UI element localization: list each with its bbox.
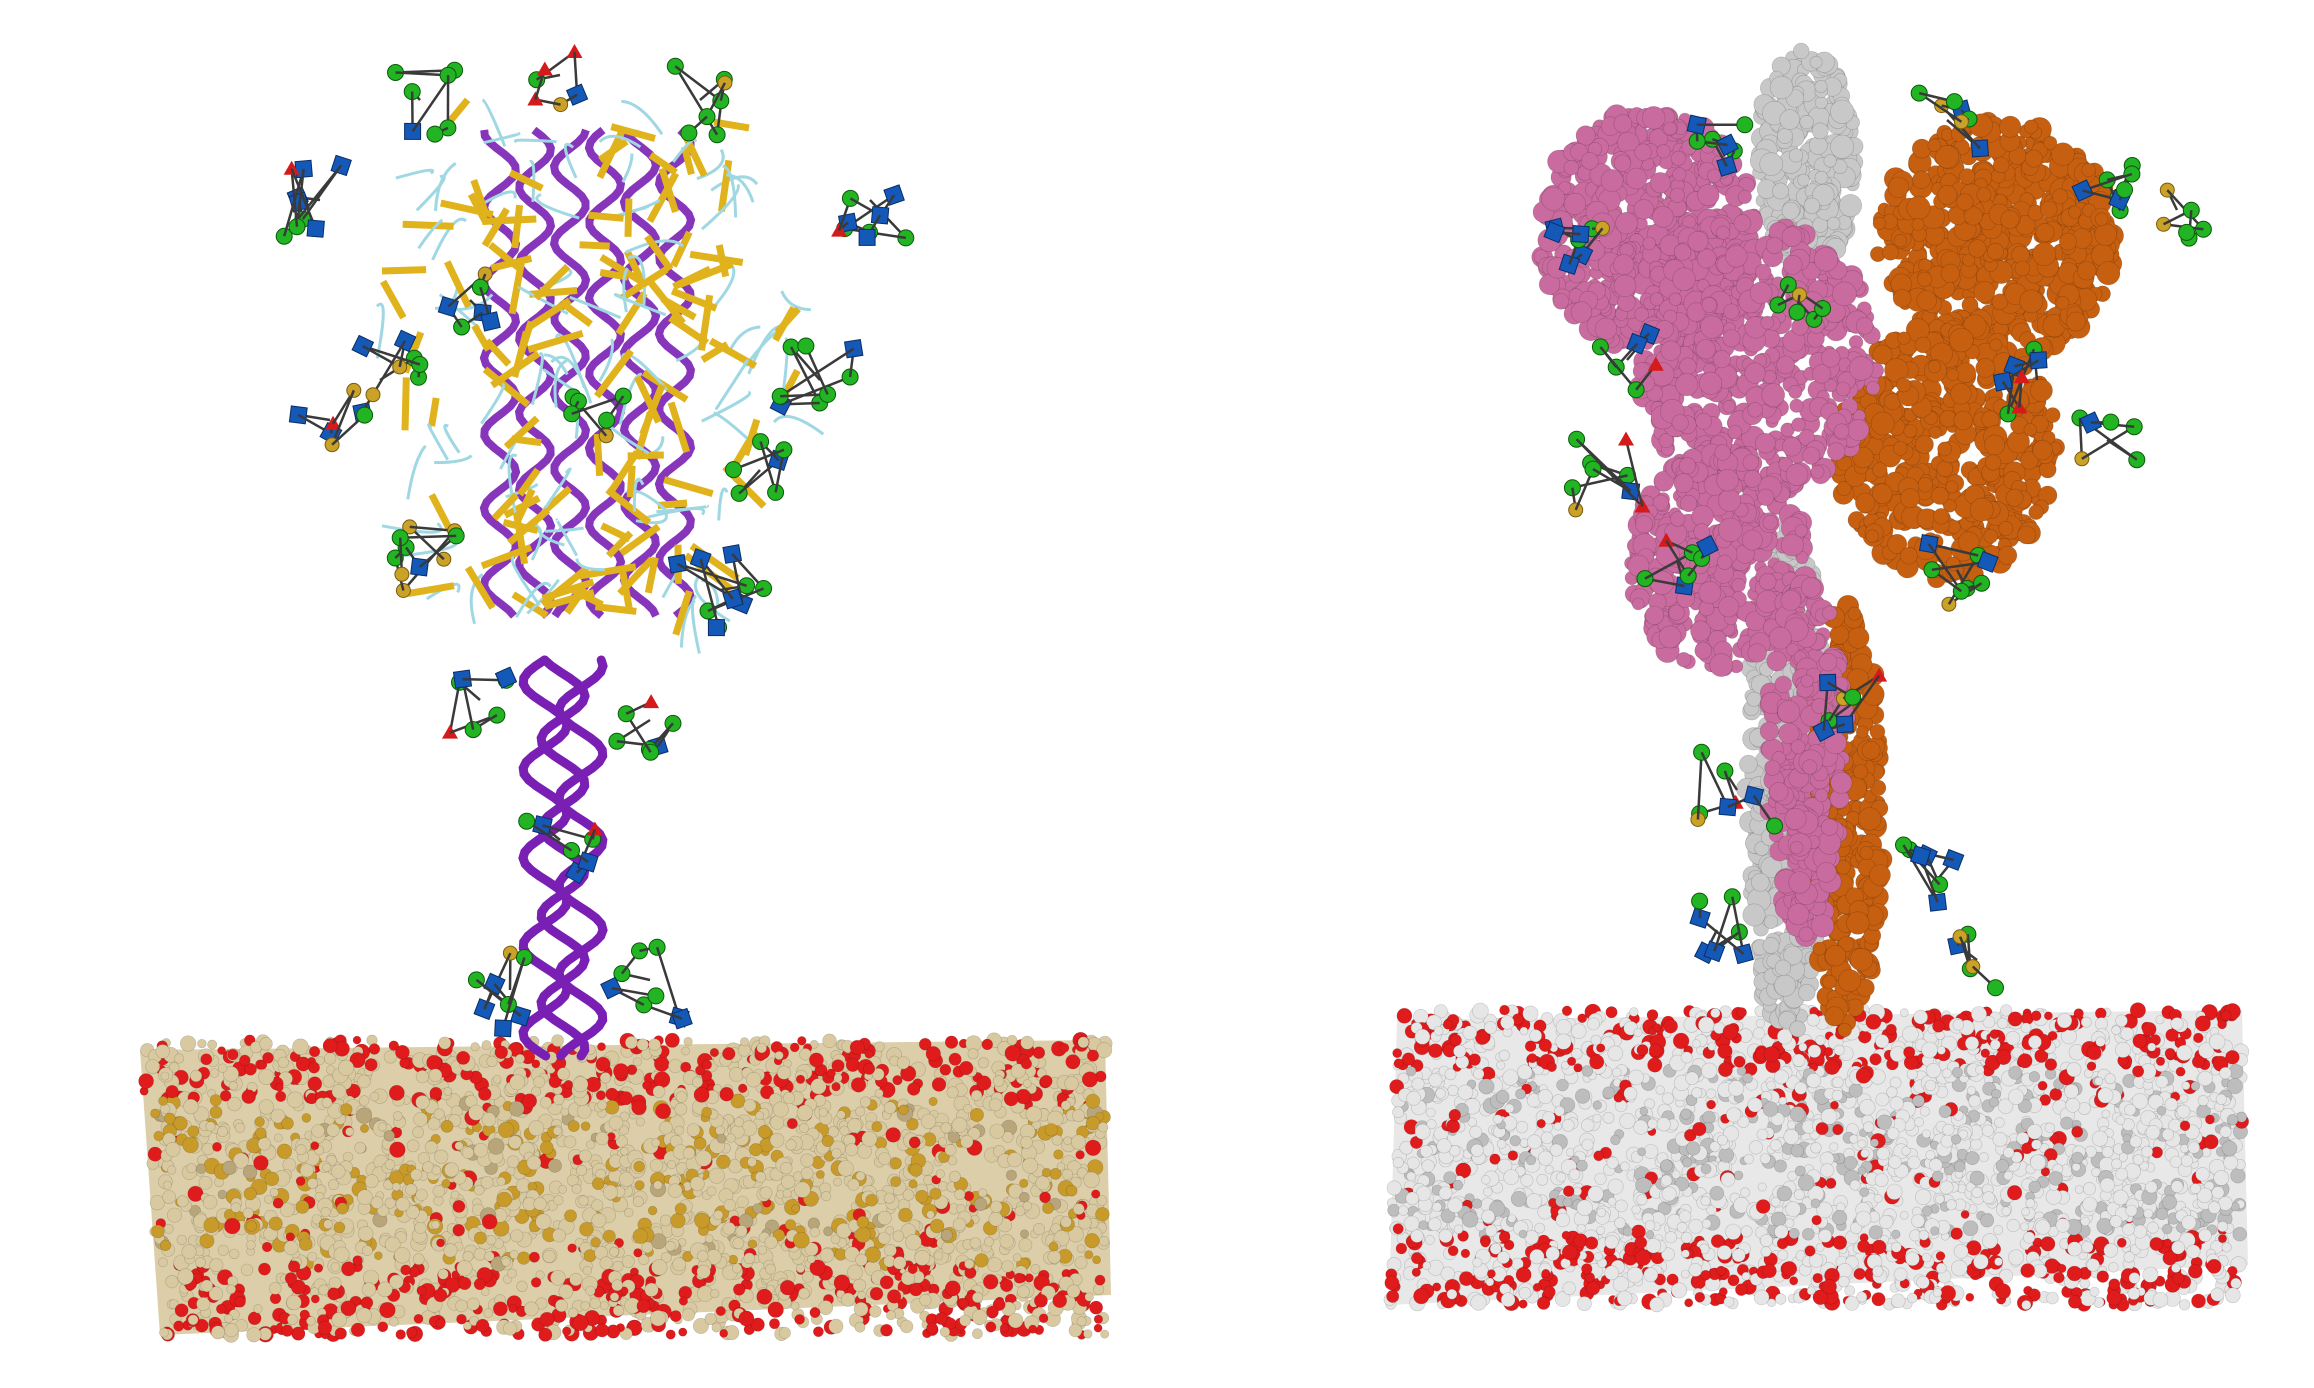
protein-head-ribbons	[375, 97, 825, 654]
lipid-membrane	[138, 1031, 1113, 1343]
lipid-membrane	[1383, 1002, 2250, 1313]
ribbon-spike-on-membrane-image	[138, 44, 1113, 1343]
glycan-chains	[275, 44, 915, 1038]
right-molecular-render	[1157, 0, 2314, 1388]
glycan-chains	[1543, 84, 2212, 997]
left-molecular-render	[138, 44, 1113, 1343]
protein-surface	[1531, 42, 2124, 1038]
surface-spike-on-membrane-image	[1383, 42, 2250, 1313]
